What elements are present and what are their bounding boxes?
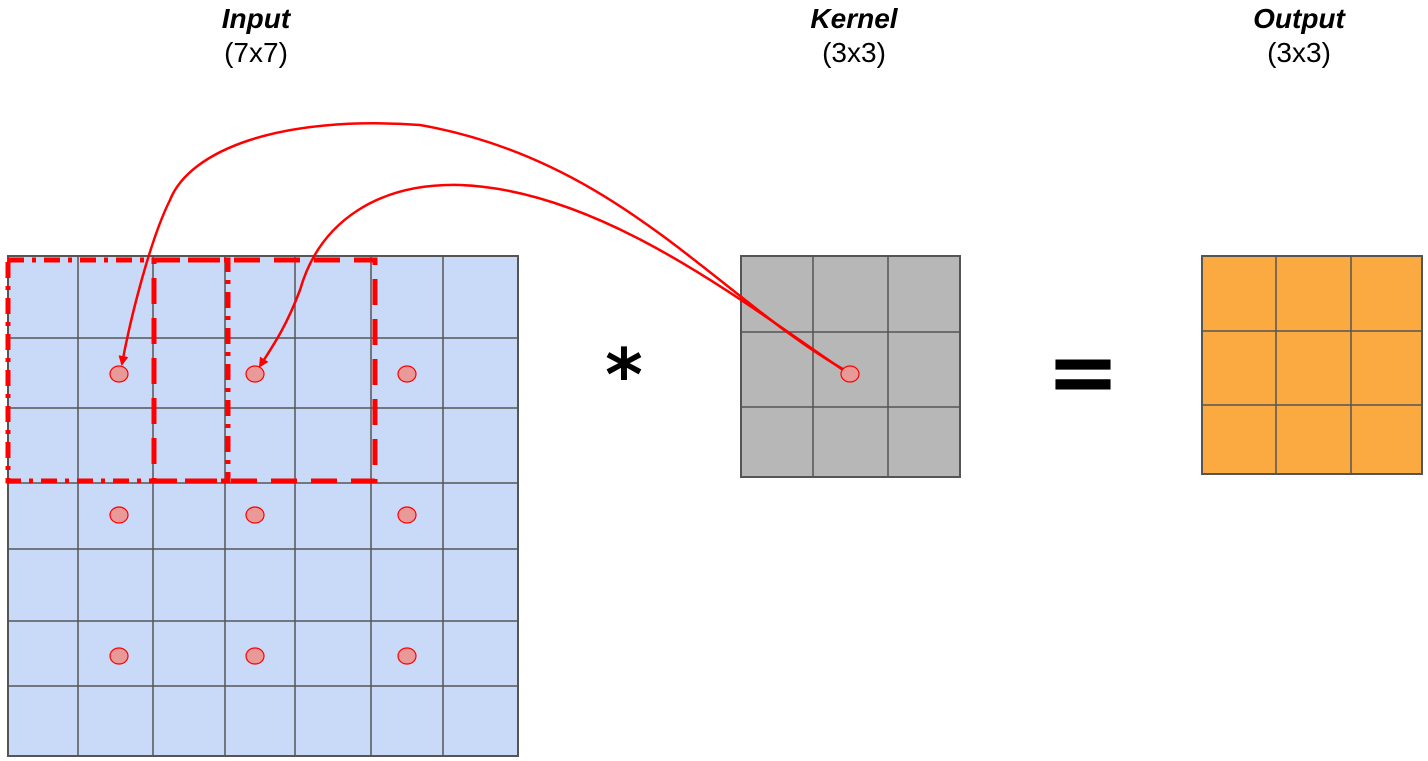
kernel-title: Kernel <box>810 3 898 34</box>
arrow-to-window-2 <box>258 183 847 374</box>
input-grid-fill <box>7 255 519 757</box>
equals-operator: = <box>1046 320 1120 423</box>
output-label: Output (3x3) <box>1179 2 1419 70</box>
output-grid-fill <box>1201 255 1423 475</box>
input-dims: (7x7) <box>224 37 288 68</box>
kernel-center-dot <box>840 365 860 383</box>
output-title: Output <box>1253 3 1345 34</box>
input-dot <box>397 647 417 665</box>
output-dims: (3x3) <box>1267 37 1331 68</box>
mapping-arrows <box>118 122 849 374</box>
input-dot <box>245 647 265 665</box>
output-grid <box>1201 255 1423 475</box>
input-dot <box>397 365 417 383</box>
input-dot <box>109 506 129 524</box>
input-dot <box>245 506 265 524</box>
receptive-field-window-2 <box>151 257 378 484</box>
input-dot <box>109 365 129 383</box>
convolution-operator: * <box>605 333 643 417</box>
input-center-dots <box>109 365 417 665</box>
input-label: Input (7x7) <box>136 2 376 70</box>
input-dot <box>397 506 417 524</box>
input-grid <box>5 255 519 757</box>
receptive-field-window-1 <box>5 257 231 484</box>
input-dot <box>109 647 129 665</box>
arrow-to-window-1 <box>118 122 849 374</box>
input-dot <box>245 365 265 383</box>
kernel-label: Kernel (3x3) <box>734 2 974 70</box>
kernel-dims: (3x3) <box>822 37 886 68</box>
input-title: Input <box>221 3 291 34</box>
